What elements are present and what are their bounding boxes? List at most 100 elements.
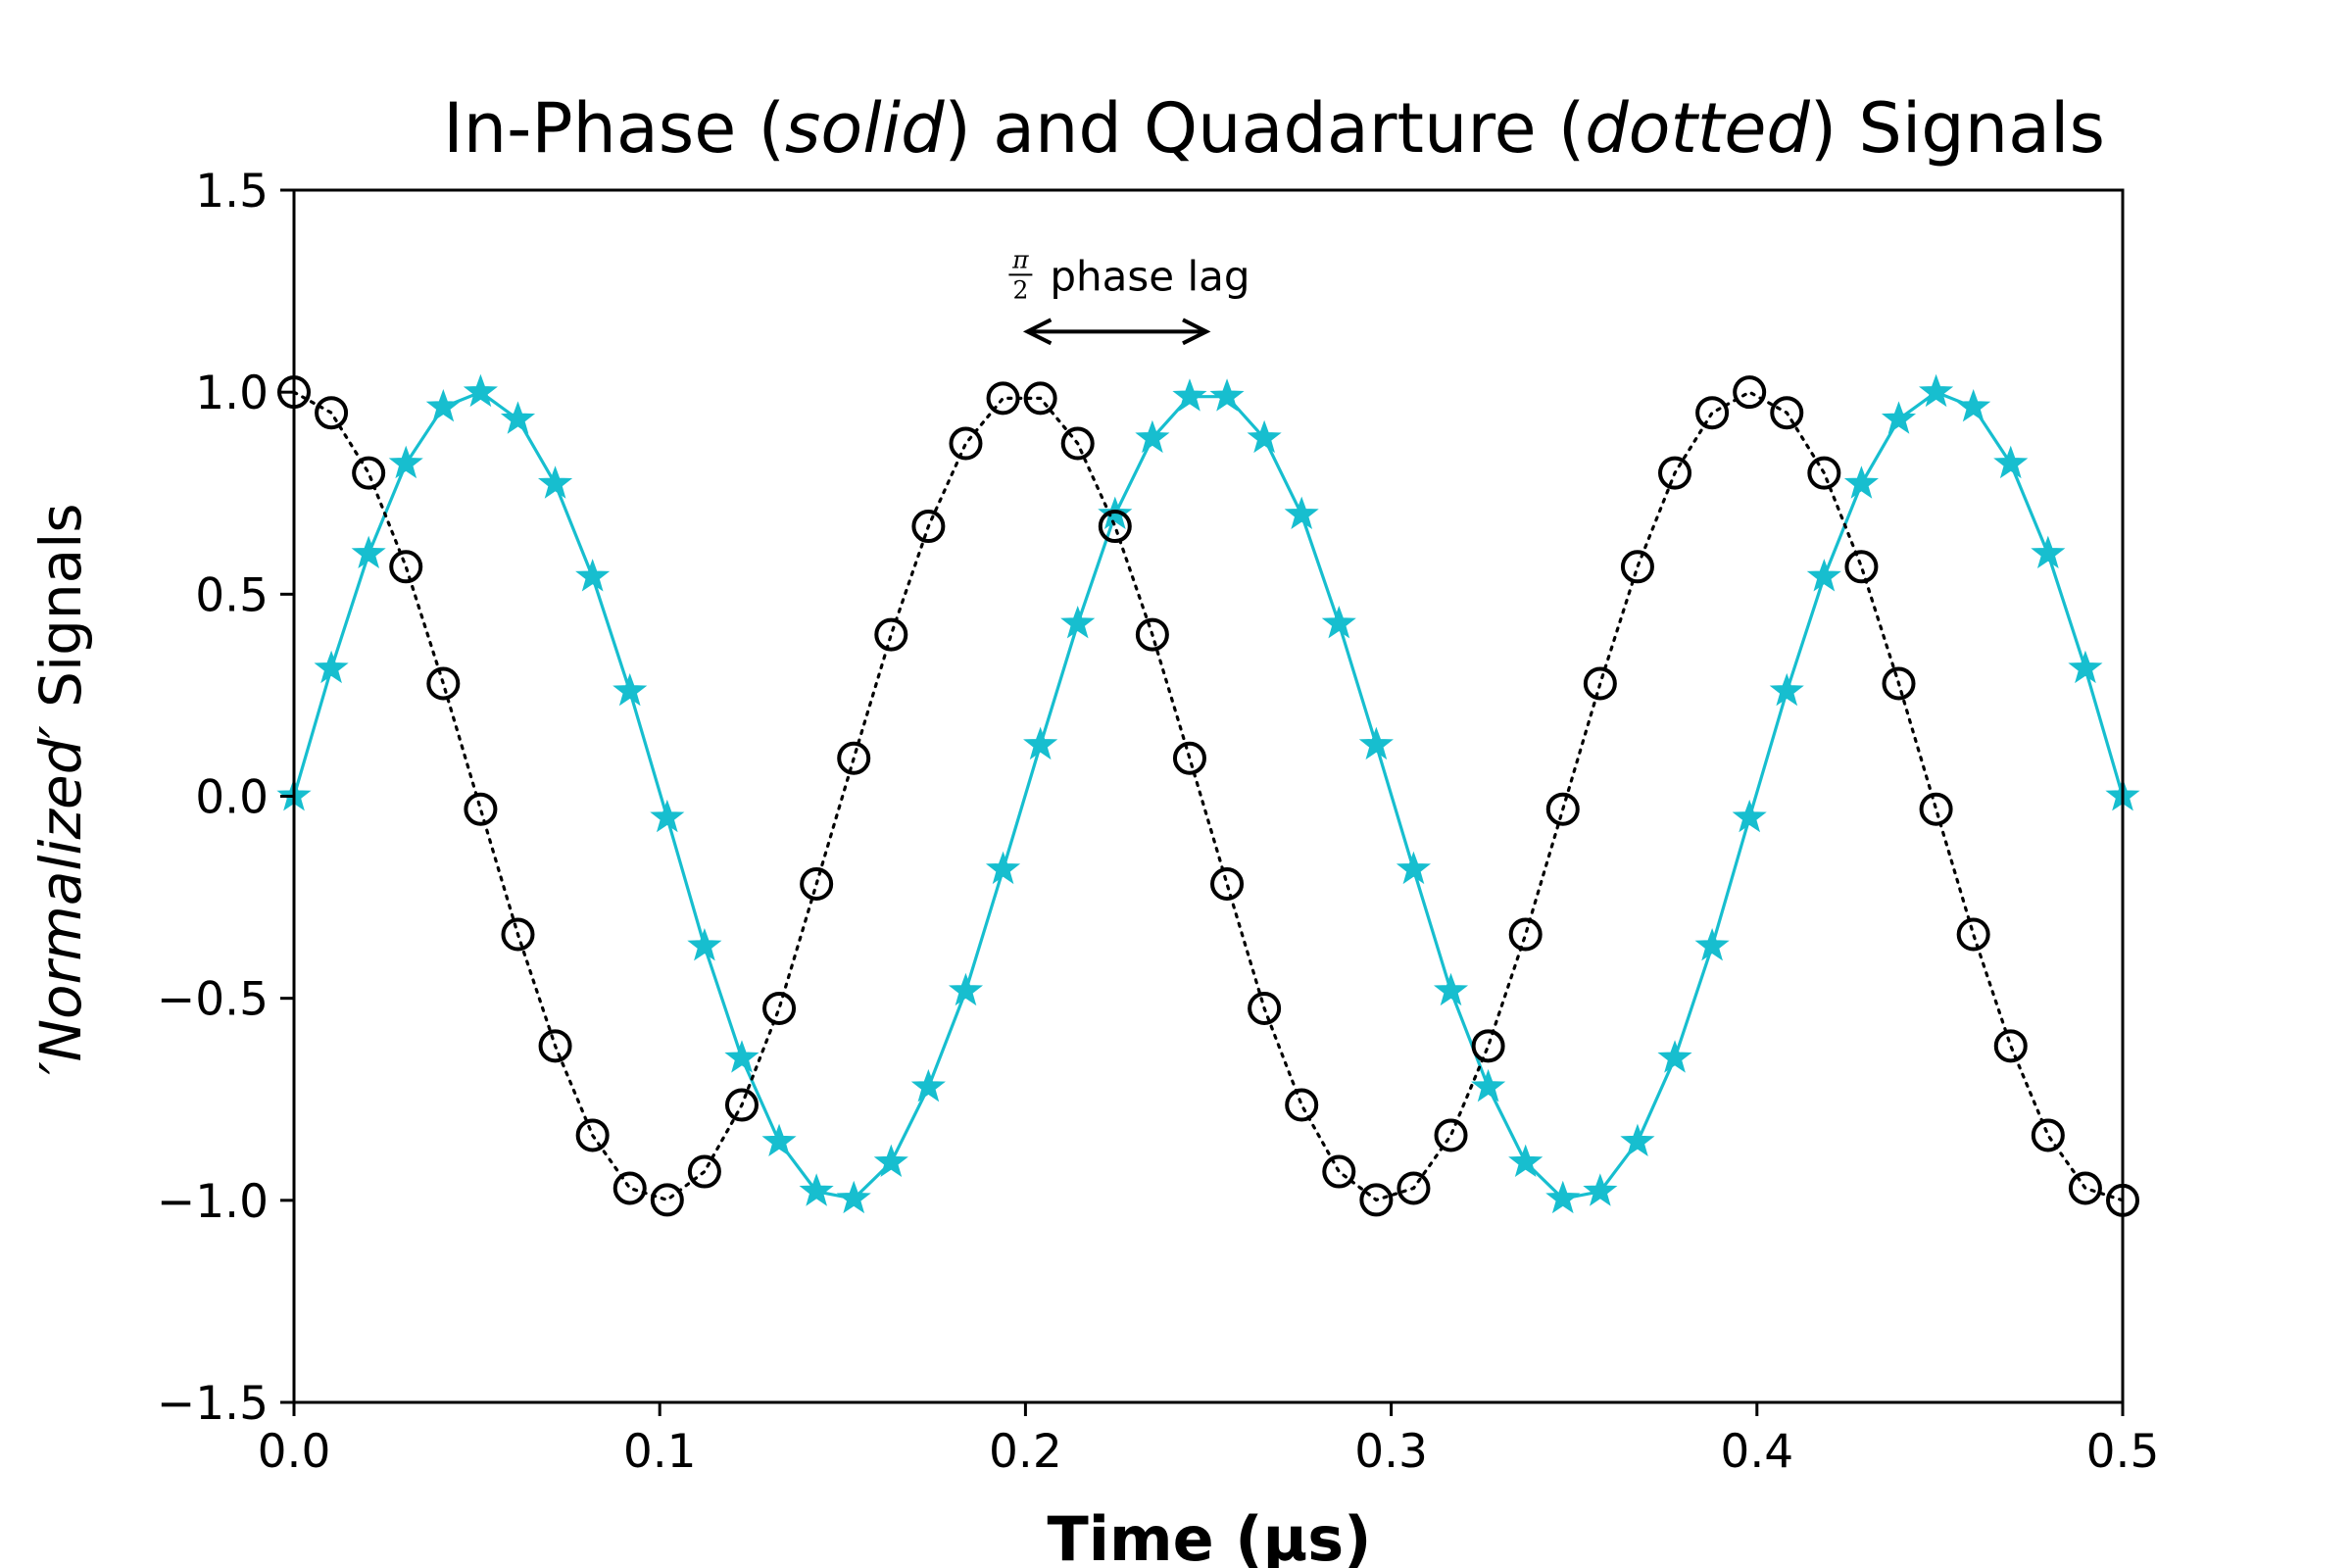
phase-lag-label: phase lag: [1050, 252, 1250, 300]
series-cos-point: [575, 1118, 610, 1152]
series-sin-point: [687, 928, 722, 961]
title-prefix: In-Phase (: [443, 88, 785, 169]
series-sin-point: [1956, 388, 1991, 422]
series-sin-point: [463, 373, 498, 408]
x-tick-label: 0.3: [1354, 1425, 1428, 1479]
y-tick-label: 1.5: [195, 165, 269, 219]
series-sin-point: [650, 799, 685, 833]
series-sin-point: [1247, 419, 1282, 454]
series-cos-point: [1023, 381, 1057, 416]
series-cos-point: [2031, 1118, 2065, 1152]
series-sin-point: [1919, 373, 1954, 408]
series-sin-point: [1060, 605, 1096, 639]
series-cos-point: [1733, 375, 1767, 410]
series-sin-point: [1508, 1144, 1544, 1178]
series-sin-point: [1209, 378, 1245, 412]
series-cos-point: [874, 617, 908, 652]
series-sin-point: [612, 672, 648, 707]
y-tick-label: 0.0: [195, 771, 269, 825]
series-cos-point: [1658, 456, 1692, 490]
series-cos-point: [464, 792, 498, 826]
series-sin-point: [2031, 535, 2066, 569]
series-sin-point: [1433, 972, 1469, 1006]
phase-lag-fraction-numerator: π: [1011, 245, 1029, 273]
series-cos-point: [911, 510, 946, 544]
y-tick-label: 0.5: [195, 568, 269, 622]
series-cos-point: [1695, 396, 1730, 430]
series-sin-point: [1135, 419, 1170, 454]
series-sin-point: [948, 972, 984, 1006]
series-cos-point: [1620, 550, 1654, 584]
series-sin-point: [1545, 1180, 1581, 1214]
series-cos-point: [389, 550, 423, 584]
series-cos-point: [426, 666, 461, 701]
series-sin-point: [910, 1068, 946, 1102]
series-sin-point: [2068, 650, 2103, 684]
chart-title: In-Phase (solid) and Quadarture (dotted)…: [443, 88, 2105, 169]
y-tick-label: −1.5: [157, 1377, 269, 1431]
series-cos-point: [724, 1088, 759, 1122]
plot-layer: [276, 373, 2140, 1217]
series-cos-point: [1471, 1029, 1505, 1063]
annotation-layer: π2 phase lag: [1008, 245, 1250, 346]
x-tick-label: 0.1: [623, 1425, 697, 1479]
series-sin-point: [799, 1173, 834, 1206]
series-sin-point: [761, 1123, 797, 1156]
series-sin-point: [1657, 1040, 1692, 1073]
y-tick-label: 1.0: [195, 367, 269, 420]
series-sin-line: [292, 390, 2125, 1200]
series-sin-point: [985, 851, 1021, 885]
series-cos-point: [1285, 1088, 1319, 1122]
series-sin-point: [1471, 1068, 1506, 1102]
series-sin-point: [388, 445, 423, 479]
series-sin-point: [1321, 605, 1356, 639]
series-sin-point: [1732, 799, 1767, 833]
y-tick-label: −1.0: [157, 1175, 269, 1229]
series-cos-point: [1807, 456, 1841, 490]
series-sin-point: [575, 559, 611, 592]
series-cos-point: [1770, 396, 1804, 430]
series-cos-point: [2068, 1171, 2102, 1205]
ylabel-open-quote: ′: [27, 1061, 94, 1074]
series-sin-point: [1881, 401, 1917, 434]
series-cos-point: [1172, 741, 1206, 775]
x-tick-label: 0.4: [1720, 1425, 1793, 1479]
title-solid-word: solid: [785, 88, 945, 169]
series-sin-point: [500, 401, 536, 434]
series-sin-point: [836, 1180, 871, 1214]
phase-lag-arrow-right-head: [1182, 318, 1211, 346]
series-cos-point: [1919, 792, 1953, 826]
series-cos-point: [315, 396, 349, 430]
series-cos-point: [1248, 991, 1282, 1025]
plot-frame: [292, 188, 2125, 1404]
series-sin-point: [1769, 672, 1804, 707]
series-cos-point: [1882, 666, 1916, 701]
tick-layer: 0.0 0.1 0.2 0.3 0.4 0.5 1.5 1.0 0.5 0.0 −0.5 −1.0 −1…: [157, 165, 2160, 1479]
series-cos-point: [1583, 666, 1617, 701]
x-tick-label: 0.2: [989, 1425, 1062, 1479]
series-sin-point: [1396, 851, 1432, 885]
series-sin-point: [538, 466, 573, 499]
title-dotted-word: dotted: [1585, 88, 1810, 169]
series-sin-point: [1993, 445, 2029, 479]
series-cos-point: [1396, 1171, 1431, 1205]
series-sin-point: [1694, 928, 1730, 961]
series-sin-point: [1023, 726, 1058, 760]
series-cos-point: [687, 1154, 721, 1189]
phase-lag-fraction-denominator: 2: [1012, 275, 1028, 304]
series-cos-point: [612, 1171, 647, 1205]
series-sin-point: [314, 650, 349, 684]
x-tick-label: 0.5: [2086, 1425, 2160, 1479]
series-cos-point: [837, 741, 871, 775]
series-cos-point: [1135, 617, 1169, 652]
series-cos-point: [949, 426, 983, 461]
series-cos-point: [1956, 917, 1990, 952]
series-sin-point: [351, 535, 386, 569]
series-cos-point: [501, 917, 535, 952]
series-sin-point: [1620, 1123, 1655, 1156]
series-sin-point: [1172, 378, 1207, 412]
series-cos-point: [1359, 1183, 1394, 1217]
series-sin-point: [873, 1144, 908, 1178]
y-axis-label: ′Normalized′ Signals: [27, 503, 94, 1074]
